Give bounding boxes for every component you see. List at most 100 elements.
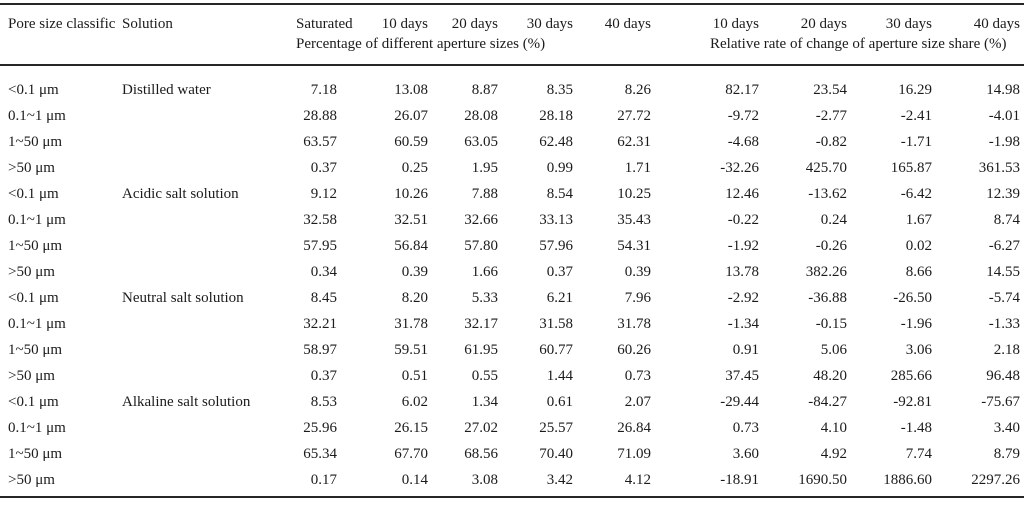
table-body: <0.1 μm Distilled water 7.18 13.08 8.87 … bbox=[0, 65, 1024, 497]
value-cell-saturated: 57.95 bbox=[303, 238, 337, 254]
value-cell-rate-10d: -1.34 bbox=[727, 316, 759, 332]
value-cell-pct-20d: 1.95 bbox=[471, 160, 498, 176]
value-cell-pct-10d: 0.14 bbox=[401, 472, 428, 488]
value-cell-rate-10d: 82.17 bbox=[725, 82, 759, 98]
value-cell-pct-10d: 60.59 bbox=[394, 134, 428, 150]
header-pct-30-days: 30 days bbox=[526, 16, 573, 32]
value-cell-rate-10d: 13.78 bbox=[725, 264, 759, 280]
value-cell-pct-20d: 27.02 bbox=[464, 420, 498, 436]
value-cell-pct-40d: 1.71 bbox=[624, 160, 651, 176]
value-cell-rate-10d: 0.91 bbox=[732, 342, 759, 358]
value-cell-rate-10d: -18.91 bbox=[720, 472, 759, 488]
value-cell-pct-40d: 62.31 bbox=[617, 134, 651, 150]
value-cell-pct-20d: 32.66 bbox=[464, 212, 498, 228]
value-cell-rate-40d: -4.01 bbox=[988, 108, 1020, 124]
table-row: <0.1 μm Distilled water 7.18 13.08 8.87 … bbox=[0, 65, 1024, 103]
value-cell-pct-40d: 27.72 bbox=[617, 108, 651, 124]
value-cell-pct-40d: 0.39 bbox=[624, 264, 651, 280]
value-cell-rate-20d: -13.62 bbox=[808, 186, 847, 202]
value-cell-rate-20d: -0.15 bbox=[815, 316, 847, 332]
value-cell-rate-30d: 7.74 bbox=[905, 446, 932, 462]
value-cell-rate-40d: -6.27 bbox=[988, 238, 1020, 254]
value-cell-rate-10d: 37.45 bbox=[725, 368, 759, 384]
header-pct-40-days: 40 days bbox=[604, 16, 651, 32]
value-cell-pct-30d: 3.42 bbox=[546, 472, 573, 488]
value-cell-rate-40d: 8.79 bbox=[993, 446, 1020, 462]
value-cell-pct-40d: 2.07 bbox=[624, 394, 651, 410]
header-pore-size-classification: Pore size classification bbox=[8, 16, 115, 32]
value-cell-rate-30d: -92.81 bbox=[893, 394, 932, 410]
value-cell-rate-40d: 3.40 bbox=[993, 420, 1020, 436]
value-cell-pct-40d: 71.09 bbox=[617, 446, 651, 462]
value-cell-rate-30d: 3.06 bbox=[905, 342, 932, 358]
value-cell-pct-10d: 0.51 bbox=[401, 368, 428, 384]
header-rate-group-label: Relative rate of change of aperture size… bbox=[710, 36, 1007, 52]
table-row: 1~50 μm 58.97 59.51 61.95 60.77 60.26 0.… bbox=[0, 337, 1024, 363]
table-row: 0.1~1 μm 28.88 26.07 28.08 28.18 27.72 -… bbox=[0, 103, 1024, 129]
value-cell-pct-30d: 1.44 bbox=[546, 368, 573, 384]
value-cell-rate-10d: 0.73 bbox=[732, 420, 759, 436]
value-cell-pct-30d: 0.61 bbox=[546, 394, 573, 410]
solution-cell bbox=[115, 103, 290, 129]
value-cell-rate-30d: 285.66 bbox=[890, 368, 932, 384]
pore-size-cell: 0.1~1 μm bbox=[8, 316, 66, 332]
value-cell-rate-40d: 8.74 bbox=[993, 212, 1020, 228]
value-cell-saturated: 63.57 bbox=[303, 134, 337, 150]
value-cell-pct-10d: 26.07 bbox=[394, 108, 428, 124]
value-cell-rate-40d: -1.33 bbox=[988, 316, 1020, 332]
value-cell-pct-30d: 60.77 bbox=[539, 342, 573, 358]
value-cell-rate-30d: -2.41 bbox=[900, 108, 932, 124]
solution-cell bbox=[115, 259, 290, 285]
pore-size-cell: 0.1~1 μm bbox=[8, 108, 66, 124]
value-cell-rate-30d: 1886.60 bbox=[883, 472, 932, 488]
header-percentage-group-label: Percentage of different aperture sizes (… bbox=[296, 36, 546, 52]
value-cell-pct-20d: 1.34 bbox=[471, 394, 498, 410]
value-cell-pct-30d: 33.13 bbox=[539, 212, 573, 228]
header-row-top: Pore size classification Solution Satura… bbox=[0, 4, 1024, 34]
value-cell-pct-30d: 70.40 bbox=[539, 446, 573, 462]
header-row-sub: Percentage of different aperture sizes (… bbox=[0, 34, 1024, 65]
value-cell-pct-40d: 31.78 bbox=[617, 316, 651, 332]
pore-size-cell: <0.1 μm bbox=[8, 82, 59, 98]
table-row: <0.1 μm Neutral salt solution 8.45 8.20 … bbox=[0, 285, 1024, 311]
value-cell-pct-10d: 32.51 bbox=[394, 212, 428, 228]
value-cell-rate-40d: 361.53 bbox=[978, 160, 1020, 176]
aperture-size-table: Pore size classification Solution Satura… bbox=[0, 3, 1024, 498]
header-pct-20-days: 20 days bbox=[451, 16, 498, 32]
value-cell-rate-10d: 12.46 bbox=[725, 186, 759, 202]
value-cell-rate-10d: -2.92 bbox=[727, 290, 759, 306]
value-cell-rate-30d: 0.02 bbox=[905, 238, 932, 254]
value-cell-rate-30d: -1.71 bbox=[900, 134, 932, 150]
value-cell-pct-10d: 31.78 bbox=[394, 316, 428, 332]
value-cell-saturated: 58.97 bbox=[303, 342, 337, 358]
value-cell-pct-10d: 13.08 bbox=[394, 82, 428, 98]
table-row: 1~50 μm 63.57 60.59 63.05 62.48 62.31 -4… bbox=[0, 129, 1024, 155]
pore-size-cell: >50 μm bbox=[8, 160, 55, 176]
value-cell-pct-20d: 68.56 bbox=[464, 446, 498, 462]
value-cell-rate-20d: 4.92 bbox=[820, 446, 847, 462]
pore-size-cell: <0.1 μm bbox=[8, 394, 59, 410]
table-row: 0.1~1 μm 25.96 26.15 27.02 25.57 26.84 0… bbox=[0, 415, 1024, 441]
value-cell-pct-30d: 6.21 bbox=[546, 290, 573, 306]
value-cell-pct-20d: 61.95 bbox=[464, 342, 498, 358]
value-cell-pct-30d: 8.54 bbox=[546, 186, 573, 202]
value-cell-saturated: 8.45 bbox=[310, 290, 337, 306]
pore-size-cell: >50 μm bbox=[8, 264, 55, 280]
pore-size-cell: 1~50 μm bbox=[8, 238, 63, 254]
value-cell-pct-10d: 10.26 bbox=[394, 186, 428, 202]
value-cell-saturated: 7.18 bbox=[310, 82, 337, 98]
value-cell-pct-10d: 0.39 bbox=[401, 264, 428, 280]
solution-cell: Distilled water bbox=[122, 82, 211, 98]
header-rate-30-days: 30 days bbox=[885, 16, 932, 32]
value-cell-rate-30d: 1.67 bbox=[905, 212, 932, 228]
value-cell-rate-20d: -2.77 bbox=[815, 108, 847, 124]
value-cell-pct-30d: 28.18 bbox=[539, 108, 573, 124]
solution-cell bbox=[115, 311, 290, 337]
value-cell-pct-20d: 28.08 bbox=[464, 108, 498, 124]
solution-cell bbox=[115, 467, 290, 497]
value-cell-rate-40d: 12.39 bbox=[986, 186, 1020, 202]
header-rate-40-days: 40 days bbox=[973, 16, 1020, 32]
pore-size-cell: <0.1 μm bbox=[8, 186, 59, 202]
value-cell-rate-20d: 23.54 bbox=[813, 82, 847, 98]
value-cell-rate-30d: -26.50 bbox=[893, 290, 932, 306]
